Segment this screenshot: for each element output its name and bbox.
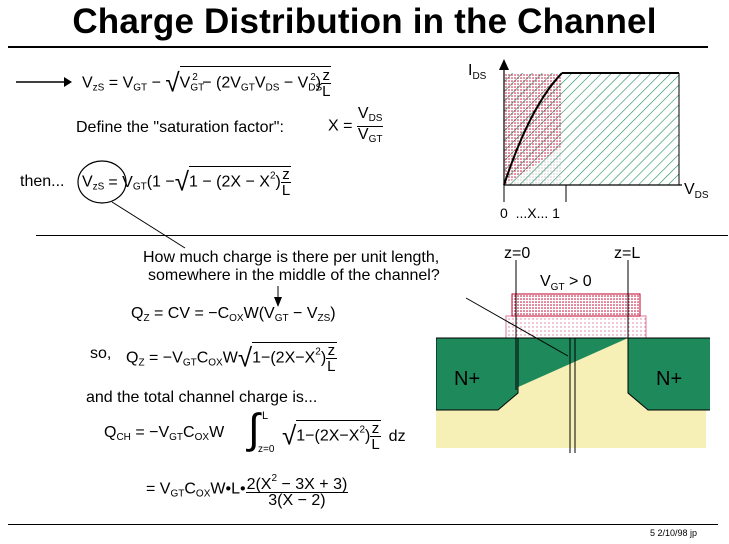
footer-text: 5 2/10/98 jp xyxy=(650,528,698,538)
channel-charge xyxy=(516,338,628,388)
drain-label: N+ xyxy=(656,368,682,390)
page-title: Charge Distribution in the Channel xyxy=(72,2,657,41)
lower-dotted-region xyxy=(504,146,562,185)
equation-vzs: VzS = VGT − √VGT2 − (2VGTVDS − VDS2) z L xyxy=(82,66,332,100)
ids-curve xyxy=(503,72,563,186)
zL-label: z=L xyxy=(614,245,640,262)
charge-red-region xyxy=(504,73,562,185)
pointer-arrow-icon xyxy=(16,77,72,87)
footer-rule xyxy=(8,524,718,525)
x-ticks: 0 ...X... 1 xyxy=(500,205,560,221)
y-axis-label: IDS xyxy=(468,62,487,82)
x-axis-label: VDS xyxy=(684,181,709,201)
integral-lower: z=0 xyxy=(258,444,275,455)
mosfet-cross-section: z=0 z=L VGT > 0 N+ N+ xyxy=(436,245,710,453)
vzs-circle xyxy=(77,160,127,204)
integral-upper: L xyxy=(262,410,269,422)
equation-result: = VGTCOXW•L• 2(X2 − 3X + 3) 3(X − 2) xyxy=(146,473,349,509)
equation-qz-cv: QZ = CV = −COXW(VGT − VZS) xyxy=(131,305,336,324)
ids-vds-graph: IDS VDS 0 ...X... 1 xyxy=(468,59,709,221)
equation-qz: QZ = −VGTCOXW√1−(2X−X2) z L xyxy=(126,342,337,375)
vgt-label: VGT > 0 xyxy=(540,273,592,293)
title-rule xyxy=(8,46,708,48)
saturation-factor-eq: X = VDS VGT xyxy=(328,105,384,145)
source-label: N+ xyxy=(454,368,480,390)
define-label: Define the "saturation factor": xyxy=(76,119,284,136)
question-line-2: somewhere in the middle of the channel? xyxy=(148,267,440,284)
then-label: then... xyxy=(20,173,65,190)
substrate xyxy=(436,338,706,448)
section-rule xyxy=(36,235,728,236)
z0-label: z=0 xyxy=(504,245,530,262)
integral-sign: ∫ xyxy=(248,405,260,452)
gate xyxy=(511,293,641,317)
so-label: so, xyxy=(90,345,112,362)
question-line-1: How much charge is there per unit length… xyxy=(143,249,440,266)
oxide xyxy=(505,315,647,339)
equation-vzs-x: VzS = VGT(1 −√1 − (2X − X2) z L xyxy=(82,166,292,199)
total-charge-label: and the total channel charge is... xyxy=(86,389,318,406)
equation-qch: QCH = −VGTCOXW xyxy=(104,424,225,443)
